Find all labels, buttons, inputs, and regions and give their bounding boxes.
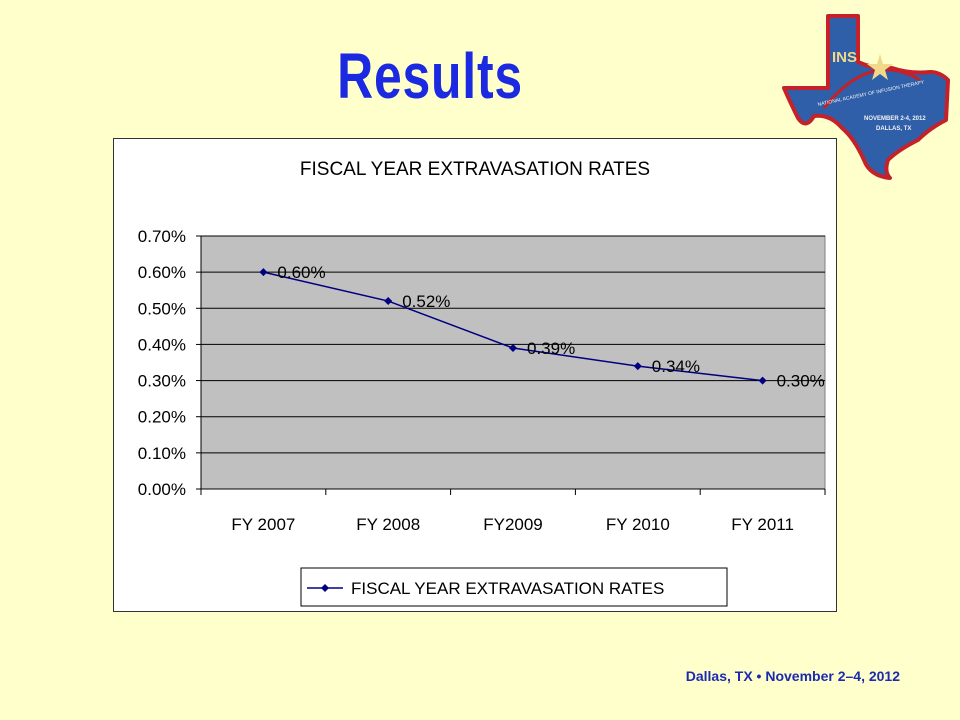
slide-title: Results (337, 40, 523, 112)
y-tick-label: 0.40% (138, 335, 186, 354)
footer-text: Dallas, TX • November 2–4, 2012 (685, 668, 900, 684)
y-tick-label: 0.10% (138, 444, 186, 463)
x-tick-label: FY2009 (483, 515, 543, 534)
y-tick-label: 0.50% (138, 299, 186, 318)
data-point-marker (509, 344, 517, 353)
x-tick-label: FY 2008 (356, 515, 420, 534)
legend-marker (321, 584, 329, 592)
logo-ins-text: INS (832, 49, 857, 66)
data-point-marker (384, 297, 393, 306)
data-label: 0.34% (652, 357, 700, 376)
chart-title: FISCAL YEAR EXTRAVASATION RATES (300, 159, 650, 180)
y-tick-label: 0.20% (138, 408, 186, 427)
logo-city-text: DALLAS, TX (876, 126, 911, 132)
data-label: 0.60% (277, 263, 325, 282)
x-tick-label: FY 2010 (606, 515, 670, 534)
logo-date-text: NOVEMBER 2-4, 2012 (864, 116, 926, 122)
legend-label: FISCAL YEAR EXTRAVASATION RATES (351, 579, 664, 598)
y-tick-label: 0.30% (138, 372, 186, 391)
y-tick-label: 0.60% (138, 263, 186, 282)
data-point-marker (758, 376, 767, 385)
y-tick-label: 0.00% (138, 480, 186, 499)
data-label: 0.30% (777, 372, 825, 391)
line-chart: FISCAL YEAR EXTRAVASATION RATES 0.00% 0.10… (138, 159, 826, 607)
x-tick-label: FY 2007 (231, 515, 295, 534)
x-tick-label: FY 2011 (731, 515, 794, 534)
data-point-marker (259, 268, 268, 277)
data-point-marker (633, 362, 642, 371)
texas-state-logo-icon: INS NATIONAL ACADEMY OF INFUSION THERAPY… (782, 14, 950, 180)
data-label: 0.52% (402, 292, 450, 311)
legend-box (300, 567, 728, 607)
data-label: 0.39% (527, 339, 575, 358)
y-tick-label: 0.70% (138, 227, 186, 246)
chart-container: FISCAL YEAR EXTRAVASATION RATES 0.00% 0.10… (113, 138, 837, 612)
